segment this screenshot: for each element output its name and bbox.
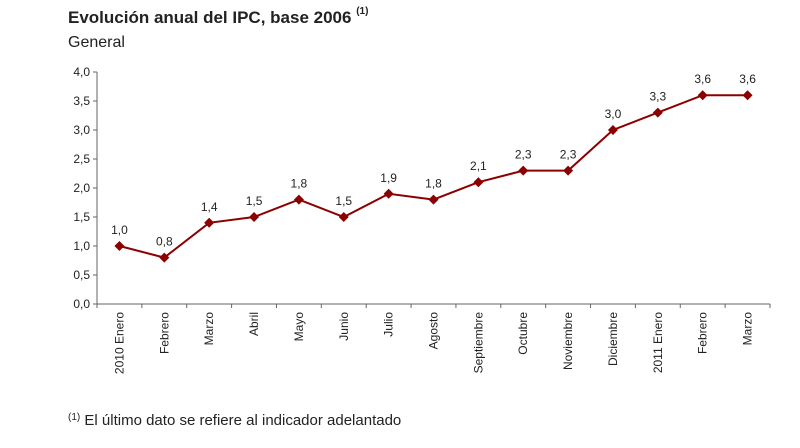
y-tick-label: 3,0 <box>73 123 90 137</box>
title-note: (1) <box>356 6 369 17</box>
chart-title: Evolución anual del IPC, base 2006 (1) <box>68 6 369 28</box>
data-label: 3,0 <box>605 107 622 121</box>
data-point-marker <box>697 90 708 101</box>
y-tick-label: 2,0 <box>73 181 90 195</box>
data-point-marker <box>563 165 574 176</box>
data-point-marker <box>249 212 260 222</box>
data-point-marker <box>607 125 618 135</box>
data-point-marker <box>742 90 753 101</box>
data-label: 1,0 <box>111 223 128 237</box>
data-label: 1,9 <box>380 171 397 185</box>
data-label: 1,8 <box>291 177 308 191</box>
data-label: 2,1 <box>470 159 487 173</box>
data-label: 1,5 <box>246 194 263 208</box>
data-label: 1,8 <box>425 177 442 191</box>
y-tick-label: 3,5 <box>73 94 90 108</box>
x-tick-label: Julio <box>382 312 396 337</box>
footnote-text: El último dato se refiere al indicador a… <box>84 412 402 429</box>
title-text: Evolución anual del IPC, base 2006 <box>68 8 352 27</box>
data-point-marker <box>518 165 529 176</box>
y-tick-label: 1,5 <box>73 210 90 224</box>
data-label: 3,3 <box>649 90 666 104</box>
x-tick-label: Marzo <box>202 312 216 346</box>
y-tick-label: 0,0 <box>73 297 90 311</box>
chart-subtitle: General <box>68 34 125 51</box>
x-tick-label: Abril <box>247 312 261 336</box>
data-point-marker <box>428 194 439 205</box>
x-tick-label: Octubre <box>516 312 530 355</box>
x-tick-label: Noviembre <box>561 312 575 370</box>
x-tick-label: Febrero <box>696 312 710 354</box>
x-tick-label: Septiembre <box>471 312 485 374</box>
x-tick-label: 2010 Enero <box>112 312 126 374</box>
data-label: 2,3 <box>560 148 577 162</box>
data-point-marker <box>338 212 349 222</box>
x-tick-label: Junio <box>337 312 351 341</box>
y-tick-label: 4,0 <box>73 65 90 79</box>
data-point-marker <box>293 194 304 205</box>
y-tick-label: 0,5 <box>73 268 90 282</box>
data-point-marker <box>473 177 484 188</box>
data-label: 1,5 <box>335 194 352 208</box>
data-label: 0,8 <box>156 235 173 249</box>
data-label: 3,6 <box>694 72 711 86</box>
x-tick-label: Diciembre <box>606 312 620 366</box>
data-label: 3,6 <box>739 72 756 86</box>
footnote: (1) El último dato se refiere al indicad… <box>68 412 401 429</box>
data-point-marker <box>114 241 125 251</box>
data-label: 2,3 <box>515 148 532 162</box>
x-tick-label: Mayo <box>292 312 306 342</box>
x-tick-label: Marzo <box>741 312 755 346</box>
data-point-marker <box>204 217 215 228</box>
data-label: 1,4 <box>201 200 218 214</box>
y-tick-label: 1,0 <box>73 239 90 253</box>
data-point-marker <box>159 252 170 263</box>
x-tick-label: 2011 Enero <box>651 312 665 373</box>
data-point-marker <box>652 107 663 118</box>
footnote-mark: (1) <box>68 412 81 423</box>
x-tick-label: Agosto <box>427 312 441 350</box>
y-tick-label: 2,5 <box>73 152 90 166</box>
x-tick-label: Febrero <box>157 312 171 354</box>
data-point-marker <box>383 188 394 199</box>
